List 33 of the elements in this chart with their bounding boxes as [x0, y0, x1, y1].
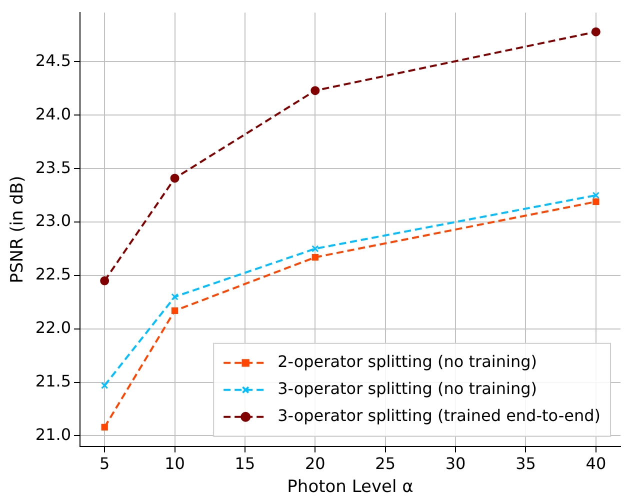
x-tick-label: 10 — [164, 454, 185, 474]
x-tick-label: 20 — [304, 454, 326, 474]
point — [100, 276, 110, 286]
x-tick-label: 5 — [100, 454, 110, 474]
y-axis-title: PSNR (in dB) — [8, 176, 28, 284]
point — [170, 174, 180, 183]
y-tick-label: 23.5 — [35, 158, 72, 177]
y-tick-label: 23.0 — [35, 211, 72, 230]
y-tick-label: 22.5 — [35, 264, 72, 284]
y-tick-label: 24.5 — [35, 50, 72, 70]
y-tick-label: 21.5 — [35, 371, 72, 390]
x-tick-label: 40 — [586, 454, 606, 474]
y-tick-label: 24.0 — [35, 104, 72, 124]
point — [591, 27, 600, 36]
y-tick-label: 21.0 — [35, 424, 72, 444]
x-tick-label: 35 — [516, 454, 536, 474]
point — [101, 424, 108, 430]
x-tick-label: 25 — [375, 454, 396, 474]
legend-label: 3-operator splitting (trained end-to-end) — [278, 406, 600, 426]
x-axis-title: Photon Level α — [287, 477, 414, 498]
y-tick-label: 22.0 — [35, 318, 72, 338]
point — [592, 192, 600, 199]
point — [310, 86, 320, 96]
point — [101, 382, 108, 390]
point — [592, 198, 600, 206]
x-tick-label: 30 — [445, 454, 466, 474]
x-tick-label: 15 — [234, 454, 256, 474]
legend-label: 2-operator splitting (no training) — [278, 352, 537, 372]
point — [312, 245, 319, 252]
point — [171, 293, 178, 300]
legend-label: 3-operator splitting (no training) — [278, 379, 537, 398]
point — [171, 307, 178, 314]
point — [312, 254, 318, 261]
